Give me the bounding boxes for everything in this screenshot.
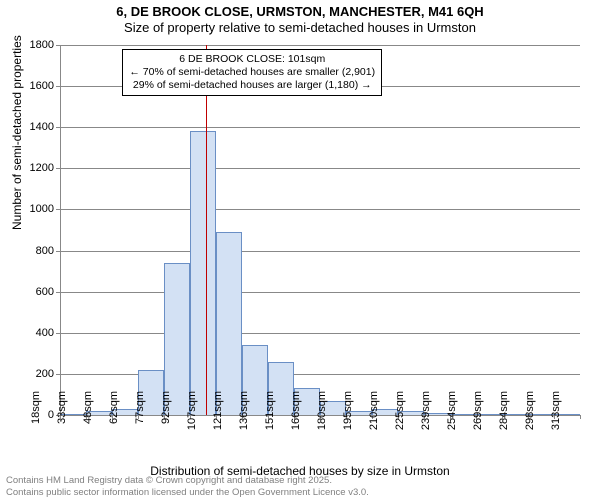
grid-line bbox=[60, 209, 580, 210]
y-tick-mark bbox=[56, 251, 60, 252]
histogram-bar bbox=[216, 232, 242, 415]
footnote-line-1: Contains HM Land Registry data © Crown c… bbox=[6, 475, 369, 486]
y-tick-label: 0 bbox=[48, 409, 54, 421]
y-tick-label: 800 bbox=[36, 245, 54, 257]
x-tick-label: 48sqm bbox=[82, 391, 94, 451]
y-tick-mark bbox=[56, 292, 60, 293]
grid-line bbox=[60, 45, 580, 46]
footnote-line-2: Contains public sector information licen… bbox=[6, 487, 369, 498]
x-tick-label: 195sqm bbox=[342, 391, 354, 451]
x-tick-label: 239sqm bbox=[420, 391, 432, 451]
x-tick-label: 180sqm bbox=[316, 391, 328, 451]
grid-line bbox=[60, 127, 580, 128]
y-tick-label: 1800 bbox=[30, 39, 54, 51]
chart-plot-area: 02004006008001000120014001600180018sqm33… bbox=[60, 45, 580, 415]
y-tick-label: 1400 bbox=[30, 121, 54, 133]
x-tick-label: 151sqm bbox=[264, 391, 276, 451]
x-tick-label: 121sqm bbox=[212, 391, 224, 451]
histogram-bar bbox=[190, 131, 216, 415]
x-tick-label: 225sqm bbox=[394, 391, 406, 451]
grid-line bbox=[60, 251, 580, 252]
y-tick-label: 600 bbox=[36, 286, 54, 298]
x-tick-label: 210sqm bbox=[368, 391, 380, 451]
y-tick-mark bbox=[56, 127, 60, 128]
y-tick-label: 200 bbox=[36, 368, 54, 380]
y-tick-label: 1600 bbox=[30, 80, 54, 92]
chart-title-main: 6, DE BROOK CLOSE, URMSTON, MANCHESTER, … bbox=[0, 4, 600, 20]
x-tick-label: 107sqm bbox=[186, 391, 198, 451]
annotation-box: 6 DE BROOK CLOSE: 101sqm← 70% of semi-de… bbox=[122, 49, 382, 96]
x-tick-label: 298sqm bbox=[524, 391, 536, 451]
x-tick-label: 284sqm bbox=[498, 391, 510, 451]
x-tick-label: 62sqm bbox=[108, 391, 120, 451]
y-tick-mark bbox=[56, 374, 60, 375]
x-tick-label: 269sqm bbox=[472, 391, 484, 451]
x-tick-label: 77sqm bbox=[134, 391, 146, 451]
annotation-line-2: ← 70% of semi-detached houses are smalle… bbox=[129, 66, 375, 79]
chart-footnote: Contains HM Land Registry data © Crown c… bbox=[6, 475, 369, 498]
grid-line bbox=[60, 292, 580, 293]
y-tick-label: 400 bbox=[36, 327, 54, 339]
y-axis-title: Number of semi-detached properties bbox=[10, 35, 24, 230]
grid-line bbox=[60, 333, 580, 334]
chart-title-sub: Size of property relative to semi-detach… bbox=[0, 20, 600, 36]
x-tick-label: 92sqm bbox=[160, 391, 172, 451]
x-tick-label: 18sqm bbox=[30, 391, 42, 451]
y-tick-mark bbox=[56, 86, 60, 87]
y-tick-mark bbox=[56, 168, 60, 169]
y-tick-label: 1200 bbox=[30, 162, 54, 174]
x-tick-label: 254sqm bbox=[446, 391, 458, 451]
x-tick-label: 313sqm bbox=[550, 391, 562, 451]
chart-title-block: 6, DE BROOK CLOSE, URMSTON, MANCHESTER, … bbox=[0, 0, 600, 37]
y-tick-mark bbox=[56, 45, 60, 46]
x-tick-mark bbox=[580, 415, 581, 419]
y-axis-line bbox=[60, 45, 61, 415]
x-tick-label: 33sqm bbox=[56, 391, 68, 451]
annotation-line-1: 6 DE BROOK CLOSE: 101sqm bbox=[129, 53, 375, 66]
y-tick-mark bbox=[56, 333, 60, 334]
reference-line bbox=[206, 45, 207, 415]
y-tick-label: 1000 bbox=[30, 203, 54, 215]
grid-line bbox=[60, 168, 580, 169]
annotation-line-3: 29% of semi-detached houses are larger (… bbox=[129, 79, 375, 92]
x-tick-label: 166sqm bbox=[290, 391, 302, 451]
x-tick-label: 136sqm bbox=[238, 391, 250, 451]
y-tick-mark bbox=[56, 209, 60, 210]
